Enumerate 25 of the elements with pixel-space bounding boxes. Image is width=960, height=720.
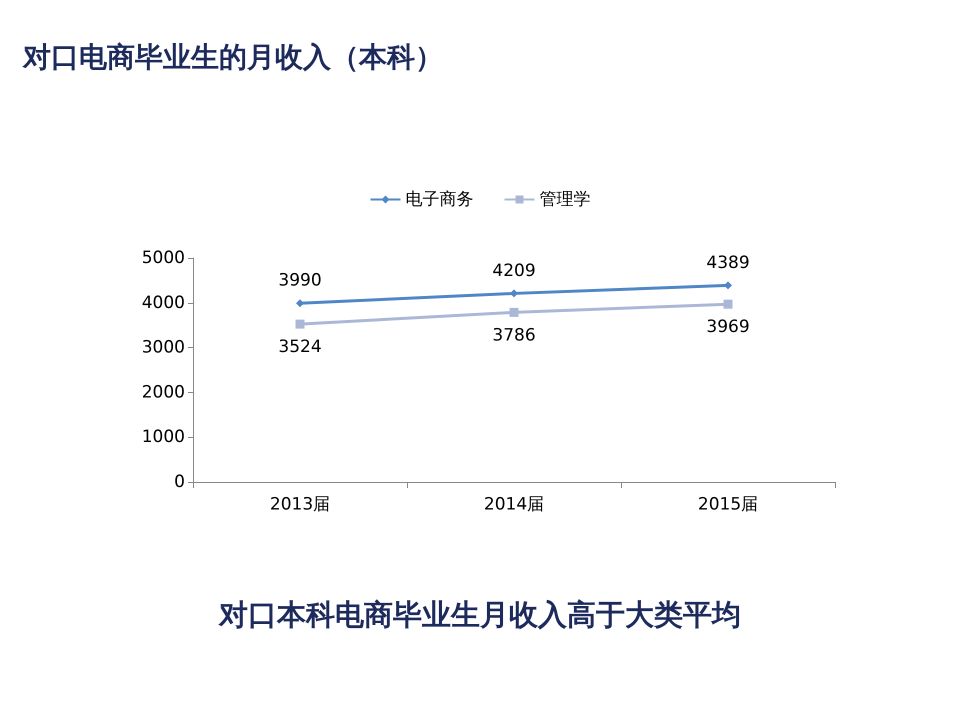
data-label: 3524 (278, 337, 322, 358)
point (724, 281, 732, 290)
legend-label: 电子商务 (406, 190, 474, 210)
data-label: 3969 (706, 317, 750, 338)
data-label: 4209 (492, 260, 536, 281)
text: 对口本科电商毕业生月收入高于大类平均 (218, 598, 741, 632)
x-tick-label: 2015届 (698, 494, 758, 514)
y-tick-label: 2000 (142, 382, 185, 402)
point (510, 308, 518, 317)
point (296, 299, 304, 308)
y-tick-label: 1000 (142, 427, 185, 448)
y-tick-label: 3000 (142, 338, 185, 358)
x-tick-label: 2013届 (270, 494, 330, 514)
data-label: 4389 (706, 252, 750, 273)
y-tick-label: 5000 (142, 248, 185, 268)
y-tick-label: 4000 (142, 292, 185, 313)
x-tick-label: 2014届 (484, 494, 544, 514)
legend-label: 管理学 (540, 190, 590, 210)
point (724, 300, 732, 309)
chart-title: 对口电商毕业生的月收入（本科） (22, 40, 443, 74)
data-label: 3786 (492, 325, 536, 346)
y-tick-label: 0 (174, 472, 185, 492)
data-label: 3990 (278, 270, 322, 291)
point (296, 320, 304, 329)
point (510, 289, 518, 298)
